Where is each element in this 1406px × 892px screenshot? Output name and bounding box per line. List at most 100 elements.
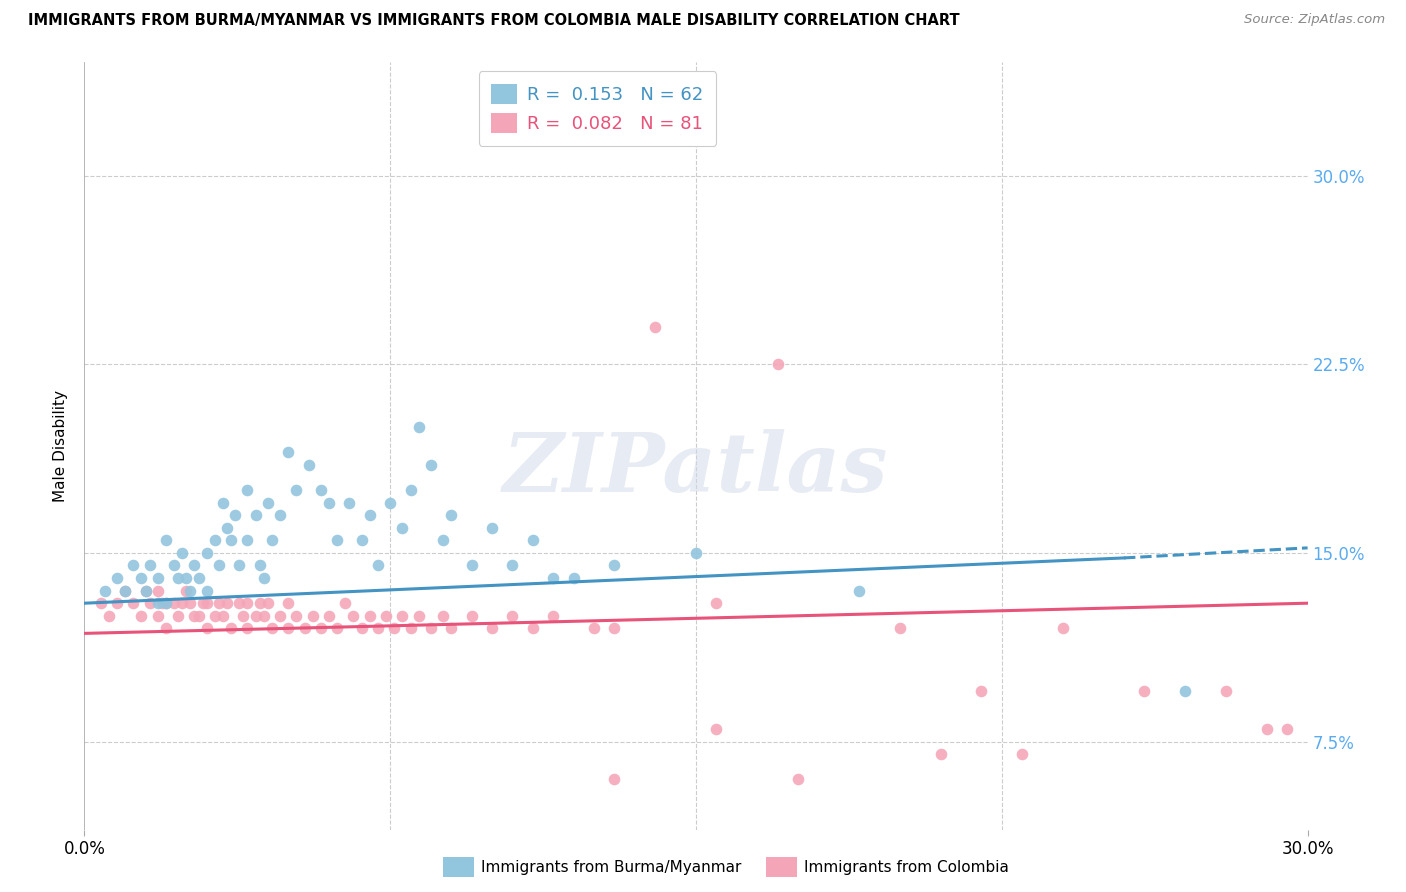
Point [301, 608, 323, 623]
Point [122, 558, 145, 573]
Point [155, 596, 177, 610]
Point [228, 558, 250, 573]
Text: IMMIGRANTS FROM BURMA/MYANMAR VS IMMIGRANTS FROM COLOMBIA MALE DISABILITY CORREL: IMMIGRANTS FROM BURMA/MYANMAR VS IMMIGRA… [28, 13, 960, 29]
Point [155, 621, 177, 635]
Point [277, 621, 299, 635]
Point [543, 608, 565, 623]
Point [1215, 684, 1237, 698]
Point [706, 722, 728, 736]
Point [644, 319, 666, 334]
Point [318, 608, 340, 623]
Point [706, 596, 728, 610]
Point [277, 596, 299, 610]
Point [359, 508, 381, 523]
Legend: R =  0.153   N = 62, R =  0.082   N = 81: R = 0.153 N = 62, R = 0.082 N = 81 [478, 71, 716, 145]
Point [257, 596, 280, 610]
Point [167, 571, 190, 585]
Point [179, 583, 201, 598]
Point [208, 558, 231, 573]
Point [375, 608, 398, 623]
Point [249, 558, 271, 573]
Point [543, 571, 565, 585]
Point [408, 420, 430, 434]
Point [224, 508, 246, 523]
Point [146, 608, 169, 623]
Point [212, 495, 235, 509]
Point [285, 483, 308, 497]
Point [502, 608, 524, 623]
Point [269, 608, 291, 623]
Point [146, 571, 169, 585]
Point [257, 495, 280, 509]
Point [191, 596, 214, 610]
Point [93, 583, 115, 598]
Point [195, 546, 218, 560]
Point [420, 621, 443, 635]
Point [172, 596, 194, 610]
Point [420, 458, 443, 472]
Point [391, 608, 413, 623]
Point [367, 558, 389, 573]
Point [179, 596, 201, 610]
Point [217, 521, 239, 535]
Point [929, 747, 952, 761]
Point [260, 621, 283, 635]
Point [1174, 684, 1197, 698]
Point [236, 621, 259, 635]
Point [318, 495, 340, 509]
Point [183, 608, 205, 623]
Point [219, 533, 242, 548]
Point [285, 608, 308, 623]
Point [326, 621, 349, 635]
Point [277, 445, 299, 459]
Point [603, 772, 626, 787]
Point [114, 583, 136, 598]
Point [204, 608, 226, 623]
Point [138, 558, 160, 573]
Point [236, 596, 259, 610]
Point [1133, 684, 1156, 698]
Point [367, 621, 389, 635]
Point [326, 533, 349, 548]
Point [253, 608, 276, 623]
Point [1011, 747, 1033, 761]
Point [135, 583, 157, 598]
Point [461, 608, 484, 623]
Point [236, 533, 259, 548]
Point [114, 583, 136, 598]
Point [155, 596, 177, 610]
Point [970, 684, 993, 698]
Point [432, 533, 454, 548]
Point [848, 583, 870, 598]
Point [432, 608, 454, 623]
Point [787, 772, 810, 787]
Point [208, 596, 231, 610]
Point [1277, 722, 1299, 736]
Text: Immigrants from Burma/Myanmar: Immigrants from Burma/Myanmar [481, 860, 741, 874]
Point [502, 558, 524, 573]
Point [138, 596, 160, 610]
Point [298, 458, 321, 472]
Point [90, 596, 112, 610]
Point [481, 621, 503, 635]
Point [131, 571, 153, 585]
Point [269, 508, 291, 523]
Point [294, 621, 316, 635]
Point [155, 533, 177, 548]
Point [195, 583, 218, 598]
Point [97, 608, 120, 623]
Point [174, 583, 197, 598]
Point [1256, 722, 1278, 736]
Point [219, 621, 242, 635]
Point [187, 608, 209, 623]
Point [1052, 621, 1074, 635]
Point [380, 495, 402, 509]
Point [359, 608, 381, 623]
Point [236, 483, 259, 497]
Point [350, 621, 373, 635]
Point [135, 583, 157, 598]
Point [146, 583, 169, 598]
Point [391, 521, 413, 535]
Text: Source: ZipAtlas.com: Source: ZipAtlas.com [1244, 13, 1385, 27]
Point [174, 571, 197, 585]
